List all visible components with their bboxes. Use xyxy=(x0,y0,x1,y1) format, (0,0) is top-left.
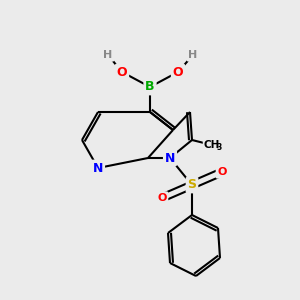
Text: O: O xyxy=(217,167,227,177)
Text: S: S xyxy=(188,178,196,191)
Text: O: O xyxy=(173,65,183,79)
Text: CH: CH xyxy=(204,140,220,150)
Text: H: H xyxy=(103,50,112,60)
Text: 3: 3 xyxy=(216,143,222,152)
Text: N: N xyxy=(93,161,103,175)
Text: H: H xyxy=(188,50,198,60)
Text: O: O xyxy=(157,193,167,203)
Text: O: O xyxy=(117,65,127,79)
Text: N: N xyxy=(165,152,175,164)
Text: B: B xyxy=(145,80,155,94)
